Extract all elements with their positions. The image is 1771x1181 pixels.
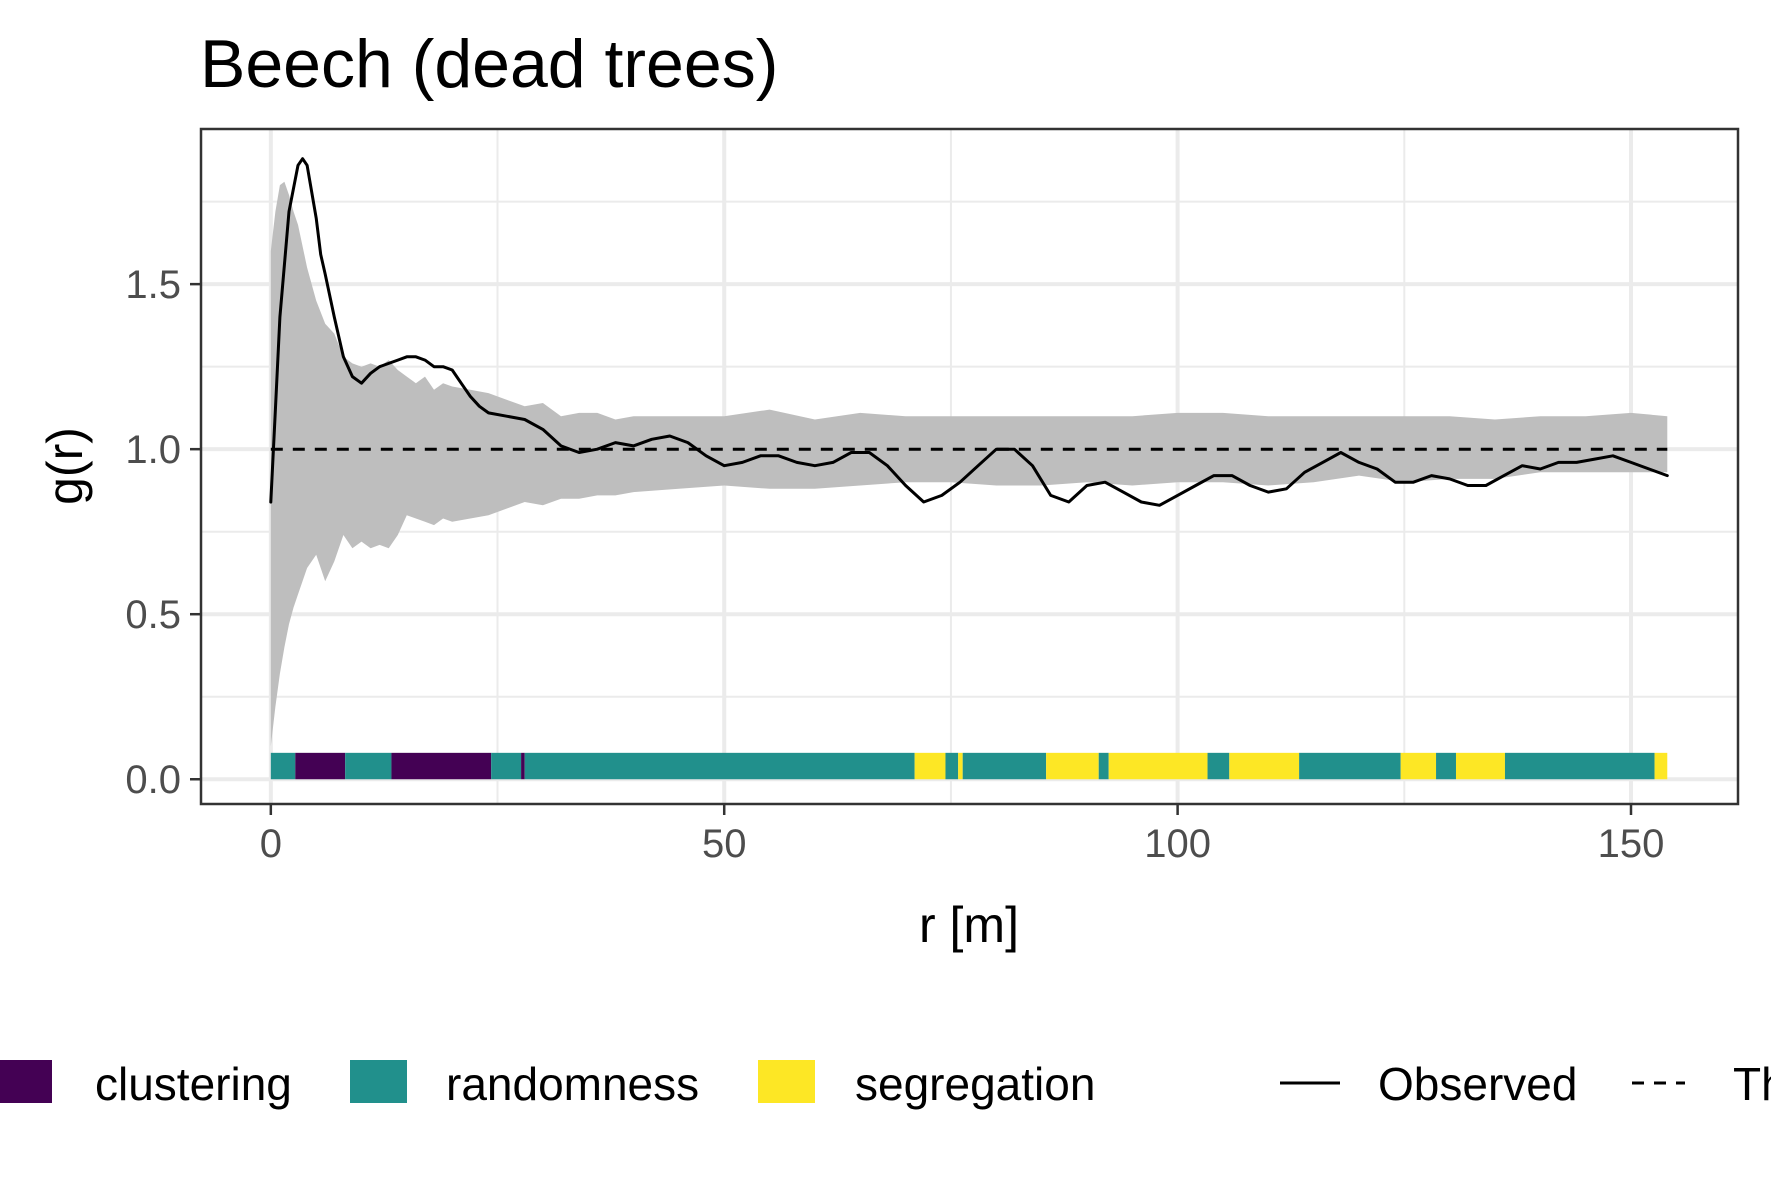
band-randomness bbox=[1207, 752, 1230, 780]
band-segregation bbox=[1046, 752, 1099, 780]
x-tick-label: 0 bbox=[260, 822, 282, 866]
legend-label-dashed: Th bbox=[1733, 1058, 1771, 1110]
grid-minor bbox=[201, 129, 1738, 804]
band-randomness bbox=[1098, 752, 1109, 780]
legend-label-segregation: segregation bbox=[855, 1058, 1095, 1110]
y-axis-title: g(r) bbox=[37, 427, 93, 505]
legend-swatch-segregation bbox=[758, 1060, 815, 1103]
band-segregation bbox=[1654, 752, 1668, 780]
lines-layer bbox=[269, 157, 1669, 507]
y-axis: 0.0 0.5 1.0 1.5 bbox=[125, 263, 201, 802]
y-tick-label: 1.0 bbox=[125, 428, 181, 472]
x-tick-label: 150 bbox=[1598, 822, 1665, 866]
band-randomness bbox=[962, 752, 1047, 780]
band-segregation bbox=[1108, 752, 1208, 780]
y-tick-label: 0.0 bbox=[125, 758, 181, 802]
band-segregation bbox=[958, 752, 963, 780]
band-randomness bbox=[524, 752, 915, 780]
x-axis-title: r [m] bbox=[919, 897, 1019, 953]
observed-line bbox=[269, 157, 1669, 507]
band-segregation bbox=[1229, 752, 1300, 780]
legend-label-clustering: clustering bbox=[95, 1058, 292, 1110]
classification-bands bbox=[270, 752, 1668, 780]
x-tick-label: 100 bbox=[1144, 822, 1211, 866]
legend: clustering randomness segregation Observed T… bbox=[0, 1058, 1771, 1110]
legend-swatch-randomness bbox=[350, 1060, 407, 1103]
band-segregation bbox=[1400, 752, 1437, 780]
band-randomness bbox=[270, 752, 296, 780]
band-clustering bbox=[391, 752, 492, 780]
y-tick-label: 1.5 bbox=[125, 263, 181, 307]
legend-label-randomness: randomness bbox=[446, 1058, 699, 1110]
envelope-layer bbox=[270, 181, 1668, 747]
band-randomness bbox=[491, 752, 522, 780]
envelope-band bbox=[270, 181, 1668, 747]
band-clustering bbox=[521, 752, 525, 780]
band-segregation bbox=[914, 752, 946, 780]
band-clustering bbox=[295, 752, 346, 780]
legend-swatch-clustering bbox=[0, 1060, 52, 1103]
legend-label-solid: Observed bbox=[1378, 1058, 1577, 1110]
x-axis: 0 50 100 150 bbox=[260, 804, 1665, 866]
band-randomness bbox=[945, 752, 959, 780]
band-randomness bbox=[345, 752, 392, 780]
x-tick-label: 50 bbox=[702, 822, 747, 866]
plot-panel-border bbox=[199, 127, 1740, 806]
band-randomness bbox=[1299, 752, 1401, 780]
y-tick-label: 0.5 bbox=[125, 593, 181, 637]
band-segregation bbox=[1455, 752, 1505, 780]
band-randomness bbox=[1504, 752, 1655, 780]
chart-title: Beech (dead trees) bbox=[200, 26, 778, 102]
band-randomness bbox=[1436, 752, 1456, 780]
